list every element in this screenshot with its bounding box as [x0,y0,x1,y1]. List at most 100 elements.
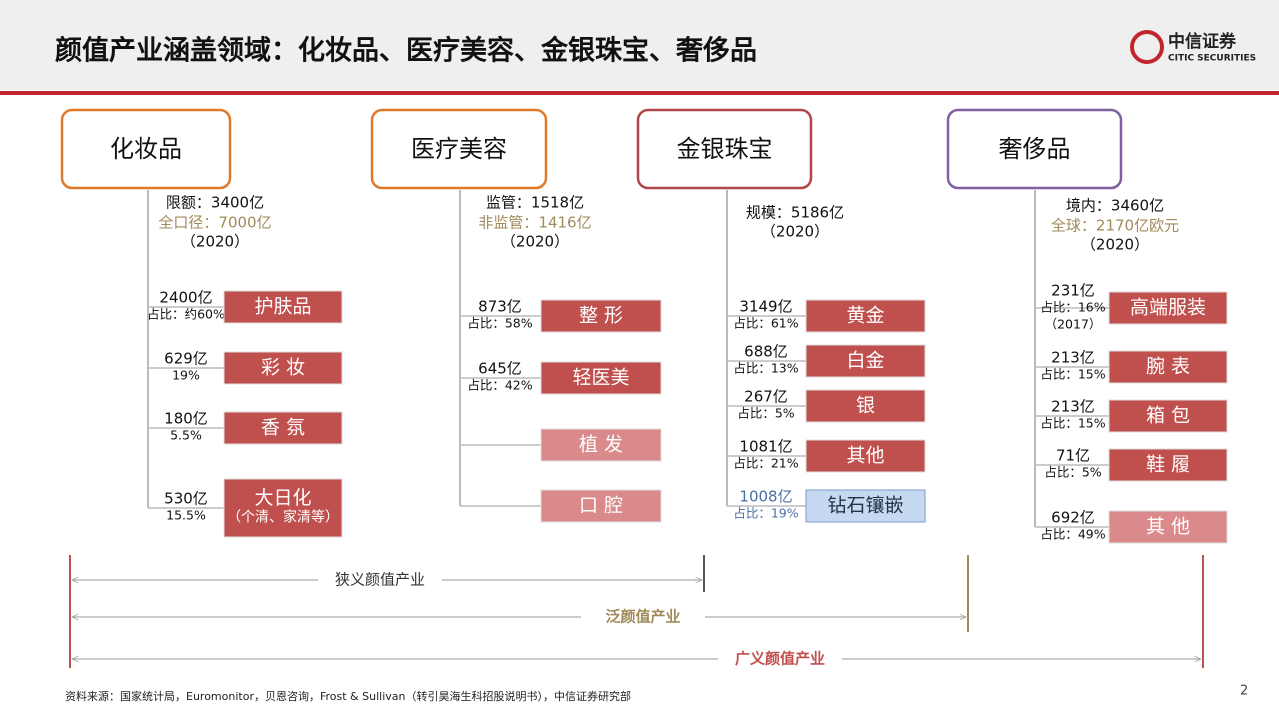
summary: 监管：1518亿 [486,194,584,212]
item-label: 护肤品 [254,296,311,318]
value-label: 71亿 [1056,447,1090,465]
value-label: 占比：15% [1040,367,1105,382]
heading-box [946,108,1123,190]
value-label: 占比：19% [733,506,798,521]
heading: 金银珠宝 [677,135,773,163]
item-label: 轻医美 [572,367,629,389]
scope-label-bg [318,569,442,591]
item-box [540,428,662,462]
heading: 医疗美容 [411,135,507,163]
item-box [805,439,926,473]
heading: 化妆品 [110,135,182,163]
summary: 非监管：1416亿 [478,214,591,232]
source: 资料来源：国家统计局，Euromonitor，贝恩咨询，Frost & Sull… [65,689,631,703]
value-label: 占比：约60% [147,307,225,322]
value-label: 213亿 [1051,398,1095,416]
item-label: 钻石镶嵌 [827,495,903,517]
logo-en: CITIC SECURITIES [1168,54,1256,64]
value-label: 688亿 [744,343,788,361]
value-label: 180亿 [164,410,208,428]
item-box [540,489,662,523]
value-label: 占比：21% [733,456,798,471]
value-label: 15.5% [166,508,206,523]
value-label: 629亿 [164,350,208,368]
scope-label: 泛颜值产业 [605,608,680,626]
value-label: 占比：15% [1040,416,1105,431]
value-label: 占比：49% [1040,527,1105,542]
summary: 全球：2170亿欧元 [1051,217,1179,235]
heading-box [60,108,232,190]
summary: （2020） [181,233,249,251]
item-label: 高端服装 [1130,297,1206,319]
value-label: 645亿 [478,360,522,378]
header-bg [0,0,1279,90]
value-label: 530亿 [164,490,208,508]
value-label: 213亿 [1051,349,1095,367]
scope-label: 广义颜值产业 [735,650,825,668]
item-box [805,389,926,423]
value-label: 267亿 [744,388,788,406]
item-label: 银 [856,395,875,417]
value-label: 占比：5% [1044,465,1101,480]
logo-icon [1130,30,1164,64]
item-label: 整 形 [579,305,623,327]
summary: （2020） [1081,236,1149,254]
value-label: 占比：13% [733,361,798,376]
item-box [1108,350,1228,384]
logo: 中信证券 [1168,31,1237,52]
item-box [1108,291,1228,325]
item-box [805,344,926,378]
value-label: 占比：5% [737,406,794,421]
heading-box [636,108,813,190]
item-box [1108,399,1228,433]
item-box [1108,510,1228,544]
item-label: 其 他 [1146,516,1190,538]
value-label: 692亿 [1051,509,1095,527]
item-box [223,478,343,538]
value-label: 1008亿 [739,488,792,506]
item-box [1108,448,1228,482]
value-label: 2400亿 [159,289,212,307]
summary: （2020） [501,233,569,251]
value-label: 3149亿 [739,298,792,316]
item-label: 植 发 [579,434,623,456]
page-number: 2 [1240,684,1248,699]
scope-label-bg [718,648,842,670]
item-label: 箱 包 [1146,405,1190,427]
summary: 境内：3460亿 [1066,197,1164,215]
title: 颜值产业涵盖领域：化妆品、医疗美容、金银珠宝、奢侈品 [55,35,757,67]
value-label: 19% [172,368,200,383]
item-box [805,299,926,333]
summary: 全口径：7000亿 [158,214,271,232]
scope-label-bg [581,606,705,628]
item-label: 其他 [846,445,884,467]
item-box [223,411,343,445]
item-box [805,489,926,523]
item-label: 腕 表 [1146,356,1190,378]
value-label: 1081亿 [739,438,792,456]
value-label: 231亿 [1051,282,1095,300]
item-label: 香 氛 [261,417,305,439]
item-label: 鞋 履 [1146,454,1190,476]
item-label: 口 腔 [579,495,623,517]
item-label: （个清、家清等） [227,509,339,526]
heading-box [370,108,548,190]
value-label: 5.5% [170,428,202,443]
value-label: 占比：61% [733,316,798,331]
item-label: 黄金 [846,305,884,327]
item-label: 白金 [846,350,884,372]
item-box [223,290,343,324]
value-label: （2017） [1045,317,1102,332]
heading: 奢侈品 [999,135,1071,163]
summary: 限额：3400亿 [166,194,264,212]
value-label: 占比：16% [1040,300,1105,315]
scope-label: 狭义颜值产业 [335,571,425,589]
summary: 规模：5186亿 [746,204,844,222]
item-label: 大日化 [254,487,311,509]
summary: （2020） [761,223,829,241]
value-label: 占比：58% [467,316,532,331]
value-label: 占比：42% [467,378,532,393]
item-box [223,351,343,385]
